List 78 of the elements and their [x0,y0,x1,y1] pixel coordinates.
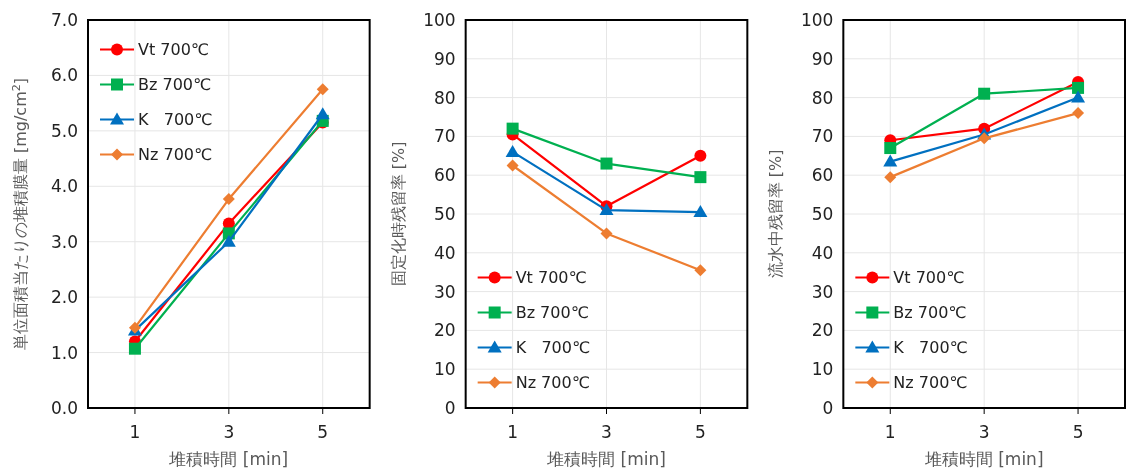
point [694,264,707,277]
point [505,144,520,157]
y-tick-label: 30 [811,281,834,302]
point [884,142,897,155]
legend-label: Vt 700℃ [515,268,587,287]
point [600,227,613,240]
y-tick-label: 70 [434,126,456,147]
x-tick-label: 5 [1072,422,1084,442]
point [1072,107,1085,120]
y-tick-label: 20 [811,320,834,341]
y-axis-title: 流水中残留率 [%] [766,149,786,279]
y-tick-label: 0.0 [50,398,78,418]
legend-label: K 700℃ [515,338,590,357]
point [316,83,329,96]
y-tick-label: 50 [811,204,834,224]
legend-label: Nz 700℃ [893,373,968,392]
point [222,193,235,206]
point [694,149,707,162]
x-tick-label: 5 [317,422,329,442]
x-axis-title: 堆積時間 [min] [923,449,1044,469]
y-tick-label: 80 [434,87,456,108]
x-tick-label: 1 [884,422,896,442]
x-axis-title: 堆積時間 [min] [546,449,666,469]
y-tick-label: 1.0 [50,342,78,363]
y-tick-label: 100 [423,10,456,30]
y-tick-label: 7.0 [50,10,78,30]
point [884,171,897,184]
y-tick-label: 30 [434,281,456,302]
y-tick-label: 90 [811,48,834,69]
point [128,342,141,355]
point [315,107,330,120]
y-tick-label: 10 [811,359,834,380]
legend-label: Nz 700℃ [515,373,590,392]
x-axis-title: 堆積時間 [min] [168,449,289,469]
y-tick-label: 100 [800,10,834,30]
y-tick-label: 3.0 [50,231,78,252]
legend-label: K 700℃ [138,110,213,129]
point [221,234,236,247]
point [978,132,991,145]
x-tick-label: 5 [694,422,706,442]
point [506,122,519,135]
y-tick-label: 5.0 [50,120,78,141]
y-tick-label: 70 [811,126,834,147]
legend-label: Bz 700℃ [138,75,211,94]
y-tick-label: 10 [434,359,456,380]
y-tick-label: 0 [444,398,456,418]
y-tick-label: 90 [434,48,456,69]
y-tick-label: 40 [811,242,834,263]
y-tick-label: 2.0 [50,287,78,308]
point [694,171,707,184]
point [978,87,991,100]
y-tick-label: 50 [434,204,456,224]
y-tick-label: 60 [811,165,834,186]
point [883,154,898,167]
x-tick-label: 1 [507,422,519,442]
y-tick-label: 0 [822,398,834,418]
legend-label: Vt 700℃ [138,40,209,59]
legend-label: Bz 700℃ [893,303,967,322]
point [600,157,613,170]
point [1071,90,1086,103]
y-tick-label: 4.0 [50,176,78,197]
y-tick-label: 60 [434,165,456,186]
x-tick-label: 3 [978,422,990,442]
point [506,159,519,172]
y-tick-label: 20 [434,320,456,341]
y-tick-label: 40 [434,242,456,263]
y-tick-label: 6.0 [50,65,78,86]
legend-label: Bz 700℃ [515,303,589,322]
x-tick-label: 3 [223,422,235,442]
y-tick-label: 80 [811,87,834,108]
legend-label: K 700℃ [893,338,968,357]
point [1072,81,1085,94]
legend-label: Nz 700℃ [138,145,212,164]
legend-label: Vt 700℃ [893,268,965,287]
y-axis-title: 固定化時残留率 [%] [388,141,408,287]
x-tick-label: 1 [129,422,141,442]
x-tick-label: 3 [601,422,612,442]
point [693,205,708,218]
